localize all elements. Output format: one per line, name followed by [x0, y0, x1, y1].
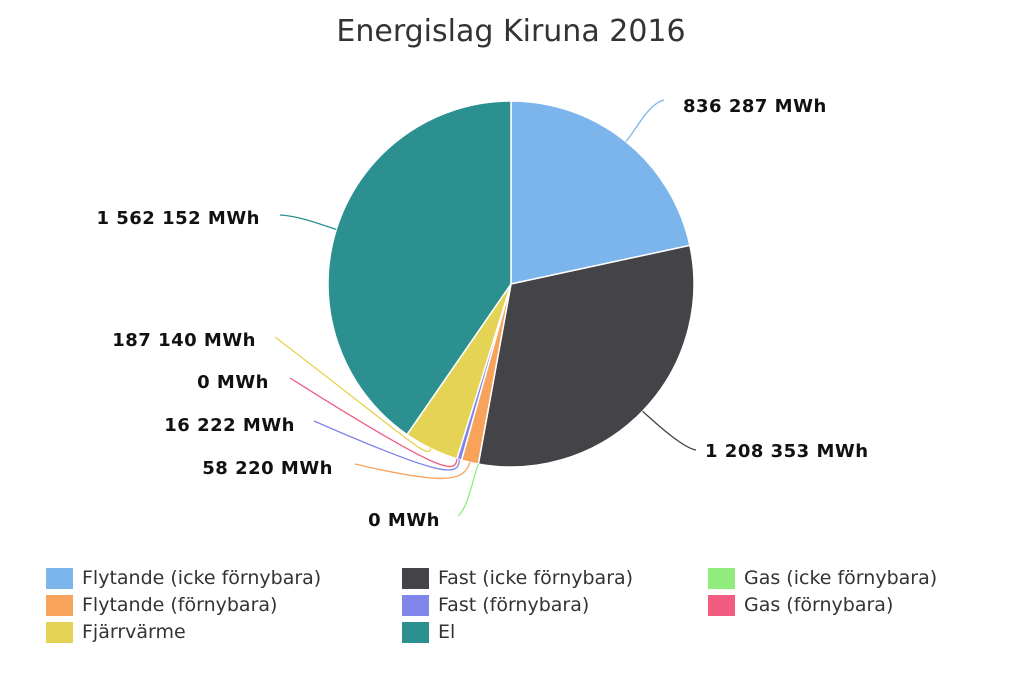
legend-item-flytande-fornybara[interactable]: Flytande (förnybara)	[46, 593, 277, 617]
pie-slice-flytande-icke-fornybara[interactable]	[510, 100, 691, 285]
legend-item-gas-fornybara[interactable]: Gas (förnybara)	[708, 593, 893, 617]
legend-item-el[interactable]: El	[402, 620, 455, 644]
legend-swatch	[402, 567, 429, 589]
legend-item-gas-icke-fornybara[interactable]: Gas (icke förnybara)	[708, 566, 937, 590]
legend-swatch	[708, 594, 735, 616]
legend-swatch	[46, 594, 73, 616]
legend-swatch	[708, 567, 735, 589]
chart-title: Energislag Kiruna 2016	[336, 14, 685, 49]
legend-label: Fjärrvärme	[82, 621, 186, 643]
connector-flytande-fornybara	[354, 462, 471, 480]
connector-fjarrvarme	[274, 336, 432, 453]
legend-label: Fast (icke förnybara)	[438, 567, 634, 589]
legend-label: Gas (förnybara)	[744, 594, 894, 616]
legend-swatch	[46, 621, 73, 643]
legend-label: Fast (förnybara)	[438, 594, 590, 616]
pie-slices	[327, 100, 695, 468]
data-label-gas-icke-fornybara: 0 MWh	[368, 510, 440, 531]
connector-el	[279, 214, 337, 231]
connector-fast-icke-fornybara	[642, 410, 697, 451]
legend-item-fast-fornybara[interactable]: Fast (förnybara)	[402, 593, 589, 617]
legend-label: El	[438, 621, 456, 643]
data-label-flytande-fornybara: 58 220 MWh	[202, 458, 333, 479]
connector-fast-fornybara	[313, 420, 460, 471]
connector-gas-icke-fornybara	[457, 463, 479, 517]
legend-swatch	[46, 567, 73, 589]
legend-item-fast-icke-fornybara[interactable]: Fast (icke förnybara)	[402, 566, 633, 590]
legend-swatch	[402, 621, 429, 643]
legend-item-flytande-icke-fornybara[interactable]: Flytande (icke förnybara)	[46, 566, 321, 590]
connector-gas-fornybara	[289, 377, 458, 468]
legend-label: Flytande (icke förnybara)	[82, 567, 322, 589]
data-label-el: 1 562 152 MWh	[96, 208, 260, 229]
data-label-flytande-icke-fornybara: 836 287 MWh	[683, 96, 827, 117]
data-label-gas-fornybara: 0 MWh	[197, 372, 269, 393]
data-label-fast-fornybara: 16 222 MWh	[164, 415, 295, 436]
legend-swatch	[402, 594, 429, 616]
legend-label: Flytande (förnybara)	[82, 594, 278, 616]
data-label-fjarrvarme: 187 140 MWh	[112, 330, 256, 351]
connector-flytande-icke-fornybara	[625, 99, 665, 143]
legend-item-fjarrvarme[interactable]: Fjärrvärme	[46, 620, 186, 644]
pie-slice-el[interactable]	[327, 100, 512, 436]
data-labels: 836 287 MWh 1 208 353 MWh 0 MWh 58 220 MWh 1…	[96, 96, 868, 531]
legend-label: Gas (icke förnybara)	[744, 567, 938, 589]
data-label-connectors	[274, 99, 697, 517]
data-label-fast-icke-fornybara: 1 208 353 MWh	[705, 441, 869, 462]
